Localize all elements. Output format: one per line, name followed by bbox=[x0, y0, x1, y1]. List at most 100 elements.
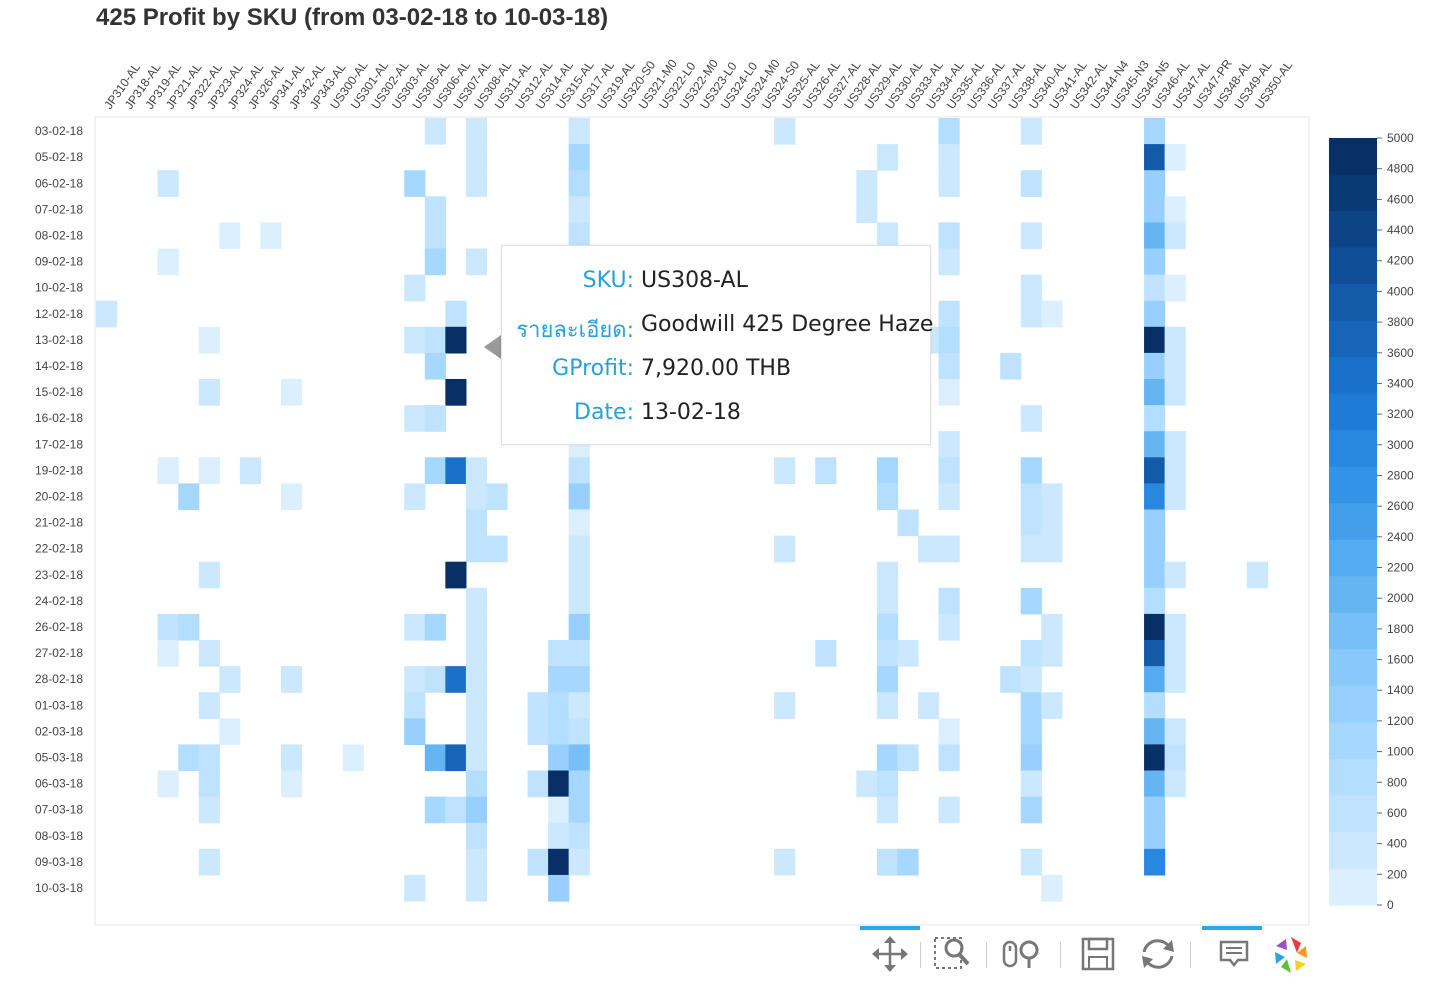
heatmap-cell[interactable] bbox=[445, 796, 467, 824]
heatmap-cell[interactable] bbox=[465, 587, 488, 615]
heatmap-cell[interactable] bbox=[260, 222, 282, 250]
heatmap-cell[interactable] bbox=[1144, 352, 1166, 380]
heatmap-cell[interactable] bbox=[568, 222, 590, 250]
heatmap-cell[interactable] bbox=[1144, 587, 1166, 615]
heatmap-cell[interactable] bbox=[527, 770, 549, 798]
hover-icon[interactable] bbox=[1214, 934, 1254, 974]
heatmap-cell[interactable] bbox=[424, 196, 446, 223]
heatmap-cell[interactable] bbox=[280, 666, 303, 693]
heatmap-cell[interactable] bbox=[404, 874, 426, 902]
heatmap-cell[interactable] bbox=[1164, 352, 1186, 380]
heatmap-cell[interactable] bbox=[938, 535, 960, 563]
heatmap-cell[interactable] bbox=[568, 170, 590, 197]
heatmap-cell[interactable] bbox=[774, 457, 796, 484]
save-icon[interactable] bbox=[1078, 934, 1118, 974]
heatmap-cell[interactable] bbox=[856, 170, 878, 197]
heatmap-cell[interactable] bbox=[774, 848, 796, 876]
heatmap-cell[interactable] bbox=[424, 613, 446, 641]
heatmap-cell[interactable] bbox=[876, 796, 899, 824]
heatmap-cell[interactable] bbox=[527, 718, 549, 745]
heatmap-cell[interactable] bbox=[404, 483, 426, 511]
heatmap-cell[interactable] bbox=[424, 405, 446, 432]
heatmap-cell[interactable] bbox=[548, 770, 570, 798]
heatmap-cell[interactable] bbox=[465, 666, 488, 693]
heatmap-cell[interactable] bbox=[465, 640, 488, 667]
heatmap-cell[interactable] bbox=[404, 718, 426, 745]
heatmap-cell[interactable] bbox=[1020, 796, 1042, 824]
heatmap-cell[interactable] bbox=[219, 666, 241, 693]
heatmap-cell[interactable] bbox=[1020, 535, 1042, 563]
heatmap-cell[interactable] bbox=[198, 796, 220, 824]
heatmap-cell[interactable] bbox=[198, 561, 220, 589]
heatmap-cell[interactable] bbox=[938, 352, 960, 380]
heatmap-cell[interactable] bbox=[1144, 118, 1166, 145]
heatmap-cell[interactable] bbox=[1041, 692, 1063, 719]
heatmap-cell[interactable] bbox=[938, 170, 960, 197]
heatmap-cell[interactable] bbox=[1144, 848, 1166, 876]
heatmap-cell[interactable] bbox=[404, 692, 426, 719]
heatmap-cell[interactable] bbox=[1144, 640, 1166, 667]
heatmap-cell[interactable] bbox=[897, 640, 919, 667]
heatmap-cell[interactable] bbox=[548, 744, 570, 772]
heatmap-cell[interactable] bbox=[1246, 561, 1268, 589]
heatmap-cell[interactable] bbox=[465, 118, 488, 145]
heatmap-cell[interactable] bbox=[876, 457, 899, 484]
heatmap-cell[interactable] bbox=[1144, 405, 1166, 432]
heatmap-cell[interactable] bbox=[404, 326, 426, 354]
heatmap-cell[interactable] bbox=[548, 718, 570, 745]
heatmap-cell[interactable] bbox=[424, 744, 446, 772]
heatmap-cell[interactable] bbox=[198, 770, 220, 798]
heatmap-cell[interactable] bbox=[938, 796, 960, 824]
heatmap-cell[interactable] bbox=[198, 692, 220, 719]
heatmap-cell[interactable] bbox=[1164, 274, 1186, 302]
heatmap-cell[interactable] bbox=[1164, 640, 1186, 667]
heatmap-cell[interactable] bbox=[1020, 457, 1042, 484]
heatmap-cell[interactable] bbox=[1144, 431, 1166, 458]
heatmap-cell[interactable] bbox=[445, 744, 467, 772]
heatmap-cell[interactable] bbox=[1144, 196, 1166, 223]
heatmap-cell[interactable] bbox=[1020, 666, 1042, 693]
heatmap-cell[interactable] bbox=[465, 170, 488, 197]
heatmap-cell[interactable] bbox=[404, 274, 426, 302]
heatmap-cell[interactable] bbox=[568, 144, 590, 171]
heatmap-cell[interactable] bbox=[938, 248, 960, 276]
heatmap-cell[interactable] bbox=[1144, 222, 1166, 250]
heatmap-cell[interactable] bbox=[465, 770, 488, 798]
heatmap-cell[interactable] bbox=[465, 692, 488, 719]
heatmap-cell[interactable] bbox=[465, 509, 488, 537]
heatmap-cell[interactable] bbox=[1164, 483, 1186, 511]
heatmap-cell[interactable] bbox=[548, 796, 570, 824]
heatmap-cell[interactable] bbox=[424, 326, 446, 354]
heatmap-cell[interactable] bbox=[1164, 666, 1186, 693]
heatmap-cell[interactable] bbox=[1144, 744, 1166, 772]
heatmap-cell[interactable] bbox=[938, 587, 960, 615]
heatmap-cell[interactable] bbox=[1144, 770, 1166, 798]
heatmap-cell[interactable] bbox=[445, 457, 467, 484]
heatmap-cell[interactable] bbox=[1144, 718, 1166, 745]
heatmap-cell[interactable] bbox=[424, 457, 446, 484]
heatmap-cell[interactable] bbox=[938, 431, 960, 458]
heatmap-cell[interactable] bbox=[424, 248, 446, 276]
heatmap-cell[interactable] bbox=[774, 535, 796, 563]
heatmap-cell[interactable] bbox=[1020, 848, 1042, 876]
heatmap-cell[interactable] bbox=[178, 744, 200, 772]
heatmap-cell[interactable] bbox=[198, 744, 220, 772]
heatmap-cell[interactable] bbox=[1164, 744, 1186, 772]
heatmap-cell[interactable] bbox=[465, 718, 488, 745]
heatmap-cell[interactable] bbox=[1041, 874, 1063, 902]
heatmap-cell[interactable] bbox=[1041, 535, 1063, 563]
heatmap-cell[interactable] bbox=[568, 822, 590, 850]
heatmap-cell[interactable] bbox=[876, 222, 899, 250]
heatmap-cell[interactable] bbox=[198, 326, 220, 354]
heatmap-cell[interactable] bbox=[178, 483, 200, 511]
heatmap-cell[interactable] bbox=[1144, 613, 1166, 641]
heatmap-cell[interactable] bbox=[568, 666, 590, 693]
heatmap-cell[interactable] bbox=[157, 457, 179, 484]
heatmap-cell[interactable] bbox=[1164, 222, 1186, 250]
heatmap-cell[interactable] bbox=[1164, 431, 1186, 458]
heatmap-cell[interactable] bbox=[856, 196, 878, 223]
box-zoom-icon[interactable] bbox=[932, 934, 972, 974]
heatmap-cell[interactable] bbox=[918, 692, 940, 719]
heatmap-cell[interactable] bbox=[876, 561, 899, 589]
heatmap-cell[interactable] bbox=[1164, 770, 1186, 798]
